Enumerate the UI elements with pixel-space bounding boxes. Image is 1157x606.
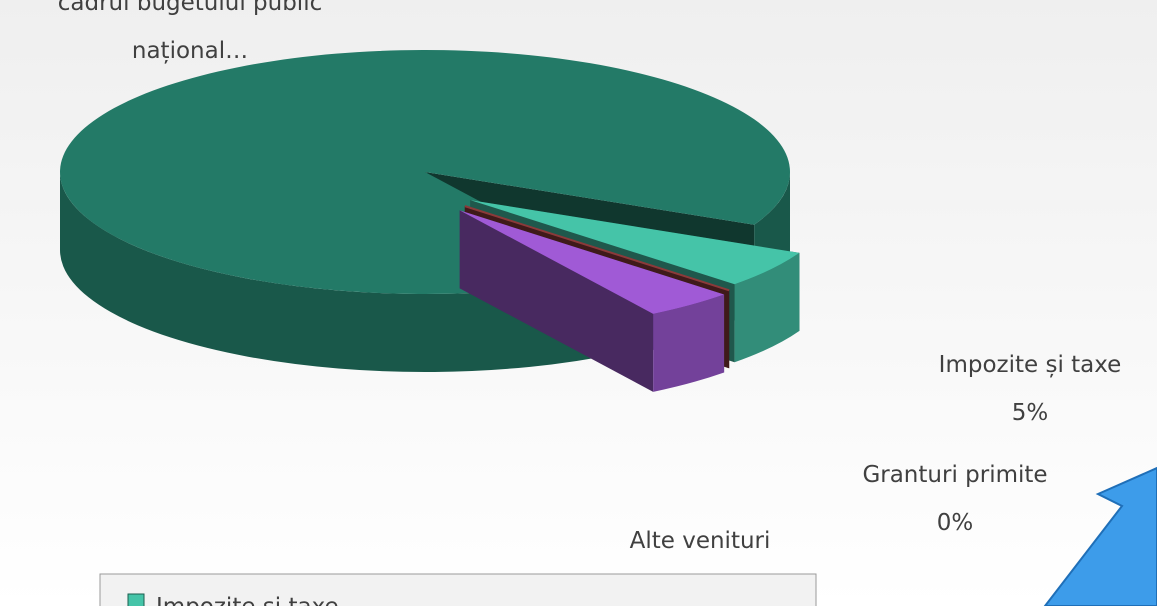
label-line: național… <box>132 38 248 64</box>
label-line: Alte venituri <box>630 528 771 554</box>
data-label-category: Alte venituri <box>630 528 771 554</box>
data-label-value: 5% <box>1012 400 1049 426</box>
label-line: Impozite și taxe <box>939 352 1122 378</box>
slice-top <box>60 49 791 294</box>
slice-side <box>653 294 725 392</box>
slice <box>459 210 725 392</box>
label-line: Granturi primite <box>862 462 1047 488</box>
slice-top <box>464 205 730 292</box>
slice-top <box>470 200 800 285</box>
data-label-category: cadrul bugetului public național… <box>58 0 322 64</box>
data-label-category: Granturi primite <box>862 462 1047 488</box>
data-label-category: Impozite și taxe <box>939 352 1122 378</box>
slice-side <box>734 252 800 363</box>
slice-side <box>59 172 619 372</box>
arrow-decoration <box>1043 466 1157 606</box>
slice-radial-wall <box>459 210 654 392</box>
legend-label: Impozite și taxe <box>156 594 339 606</box>
label-line: cadrul bugetului public <box>58 0 322 16</box>
data-label-value: 0% <box>937 510 974 536</box>
legend-box <box>99 573 817 606</box>
slice-top <box>459 210 725 314</box>
legend-swatch <box>127 593 145 606</box>
